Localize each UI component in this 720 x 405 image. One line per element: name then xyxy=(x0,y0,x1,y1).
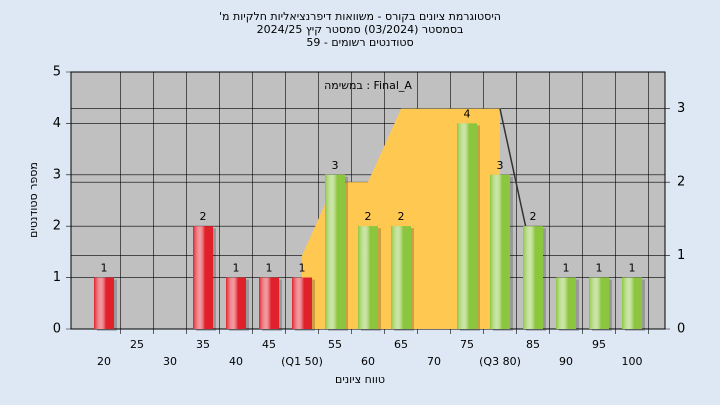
y2-tick-label: 2 xyxy=(677,175,685,190)
chart-subtitle: סטודנטים רשומים - 59 xyxy=(306,36,413,49)
x-tick-label: (Q1 50) xyxy=(281,355,323,368)
x-tick-label: 40 xyxy=(229,355,243,368)
value-label: 1 xyxy=(299,262,306,275)
x-tick-label: 95 xyxy=(592,338,606,351)
y-tick-label: 2 xyxy=(53,219,61,234)
bar-shine xyxy=(556,277,576,329)
x-tick-label: 55 xyxy=(328,338,342,351)
x-tick-label: 30 xyxy=(163,355,177,368)
chart-subtitle: בסמסטר (03/2024) סמסטר קיץ 2024/25 xyxy=(257,23,464,36)
x-tick-label: 100 xyxy=(622,355,643,368)
x-tick-label: 20 xyxy=(97,355,111,368)
line xyxy=(499,108,528,231)
bar-shine xyxy=(457,123,477,330)
y-tick-label: 1 xyxy=(53,270,61,285)
bar-shine xyxy=(193,226,213,329)
bar-shine xyxy=(589,277,609,329)
y2-tick-label: 0 xyxy=(677,322,685,337)
value-label: 1 xyxy=(266,262,273,275)
x-tick-label: 60 xyxy=(361,355,375,368)
chart-title: היסטוגרמת ציונים בקורס - משוואות דיפרנצי… xyxy=(219,10,501,23)
bar-shine xyxy=(94,277,114,329)
value-label: 1 xyxy=(629,262,636,275)
bar-shine xyxy=(523,226,543,329)
x-tick-label: 45 xyxy=(262,338,276,351)
bar-shine xyxy=(358,226,378,329)
bar-shine xyxy=(490,174,510,329)
x-tick-label: 25 xyxy=(130,338,144,351)
bar-shine xyxy=(325,174,345,329)
x-tick-label: 35 xyxy=(196,338,210,351)
x-tick-label: 70 xyxy=(427,355,441,368)
value-label: 2 xyxy=(365,210,372,223)
value-label: 2 xyxy=(530,210,537,223)
value-label: 4 xyxy=(464,107,471,120)
x-tick-label: 65 xyxy=(394,338,408,351)
y-tick-label: 4 xyxy=(53,116,61,131)
x-tick-label: 90 xyxy=(559,355,573,368)
value-label: 1 xyxy=(563,262,570,275)
x-axis-label: טווח ציונים xyxy=(335,373,385,386)
annotation: במשימה : Final_A xyxy=(324,79,412,92)
y-axis-label: מספר סטודנטים xyxy=(27,162,40,238)
x-tick-label: (Q3 80) xyxy=(479,355,521,368)
value-label: 2 xyxy=(398,210,405,223)
value-label: 1 xyxy=(233,262,240,275)
y-tick-label: 5 xyxy=(53,65,61,80)
area xyxy=(302,108,500,329)
value-label: 2 xyxy=(200,210,207,223)
bar-shine xyxy=(292,277,312,329)
value-label: 3 xyxy=(332,159,339,172)
x-tick-label: 75 xyxy=(460,338,474,351)
value-label: 3 xyxy=(497,159,504,172)
value-label: 1 xyxy=(101,262,108,275)
bar-shine xyxy=(391,226,411,329)
value-label: 1 xyxy=(596,262,603,275)
bar-shine xyxy=(622,277,642,329)
y-tick-label: 0 xyxy=(53,322,61,337)
x-tick-label: 85 xyxy=(526,338,540,351)
y-tick-label: 3 xyxy=(53,167,61,182)
y2-tick-label: 3 xyxy=(677,101,685,116)
bar-shine xyxy=(259,277,279,329)
y2-tick-label: 1 xyxy=(677,248,685,263)
bar-shine xyxy=(226,277,246,329)
